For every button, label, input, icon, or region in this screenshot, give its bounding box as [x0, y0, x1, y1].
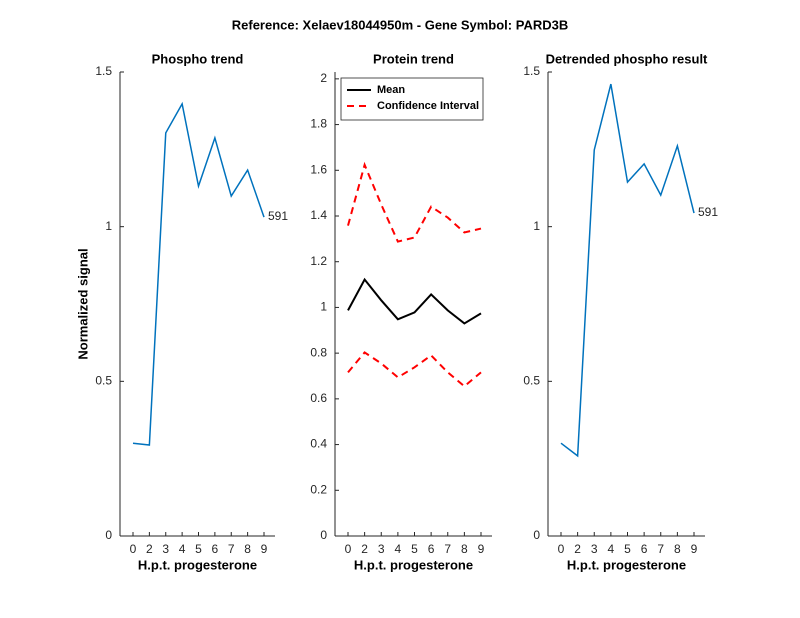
x-tick-label: 6: [428, 542, 435, 556]
y-tick-label: 0: [105, 528, 112, 542]
y-tick-label: 0: [320, 528, 327, 542]
legend-label: Mean: [377, 84, 405, 96]
y-tick-label: 0.8: [310, 345, 327, 359]
x-tick-label: 9: [478, 542, 485, 556]
series-line: [347, 277, 482, 325]
x-tick-label: 0: [558, 542, 565, 556]
x-tick-label: 3: [162, 542, 169, 556]
x-axis-label: H.p.t. progesterone: [567, 557, 686, 572]
panel-title: Phospho trend: [152, 51, 244, 66]
series-line: [347, 351, 482, 388]
x-tick-label: 6: [641, 542, 648, 556]
y-tick-label: 1: [105, 219, 112, 233]
x-tick-label: 4: [395, 542, 402, 556]
series-line: [347, 161, 482, 243]
x-tick-label: 3: [591, 542, 598, 556]
y-tick-label: 1: [320, 300, 327, 314]
legend-label: Confidence Interval: [377, 100, 479, 112]
y-tick-label: 0: [533, 528, 540, 542]
x-tick-label: 0: [130, 542, 137, 556]
x-tick-label: 0: [345, 542, 352, 556]
end-annotation: 591: [698, 205, 718, 219]
y-tick-label: 0.6: [310, 391, 327, 405]
x-tick-label: 4: [608, 542, 615, 556]
x-tick-label: 8: [674, 542, 681, 556]
x-tick-label: 2: [361, 542, 368, 556]
y-tick-label: 1.5: [523, 64, 540, 78]
legend-box: [340, 77, 484, 121]
series-line: [560, 83, 695, 458]
panel-title: Protein trend: [373, 51, 454, 66]
y-tick-label: 1.2: [310, 254, 327, 268]
x-tick-label: 3: [378, 542, 385, 556]
panel-title: Detrended phospho result: [546, 51, 708, 66]
figure-title: Reference: Xelaev18044950m - Gene Symbol…: [232, 17, 568, 32]
x-tick-label: 4: [179, 542, 186, 556]
x-tick-label: 8: [244, 542, 251, 556]
x-tick-label: 5: [624, 542, 631, 556]
y-tick-label: 0.2: [310, 482, 327, 496]
y-tick-label: 1: [533, 219, 540, 233]
y-tick-label: 0.5: [95, 374, 112, 388]
x-tick-label: 5: [195, 542, 202, 556]
x-tick-label: 7: [228, 542, 235, 556]
y-tick-label: 1.6: [310, 162, 327, 176]
x-tick-label: 7: [657, 542, 664, 556]
y-tick-label: 1.5: [95, 64, 112, 78]
x-axis-label: H.p.t. progesterone: [138, 557, 257, 572]
x-tick-label: 9: [261, 542, 268, 556]
x-tick-label: 2: [146, 542, 153, 556]
y-tick-label: 0.4: [310, 437, 327, 451]
x-tick-label: 7: [444, 542, 451, 556]
x-tick-label: 5: [411, 542, 418, 556]
y-tick-label: 2: [320, 71, 327, 85]
x-axis-label: H.p.t. progesterone: [354, 557, 473, 572]
y-tick-label: 1.4: [310, 208, 327, 222]
series-line: [132, 101, 265, 446]
x-tick-label: 6: [212, 542, 219, 556]
x-tick-label: 9: [691, 542, 698, 556]
end-annotation: 591: [268, 209, 288, 223]
y-tick-label: 1.8: [310, 117, 327, 131]
y-axis-label: Normalized signal: [75, 248, 90, 359]
y-tick-label: 0.5: [523, 374, 540, 388]
x-tick-label: 8: [461, 542, 468, 556]
x-tick-label: 2: [574, 542, 581, 556]
